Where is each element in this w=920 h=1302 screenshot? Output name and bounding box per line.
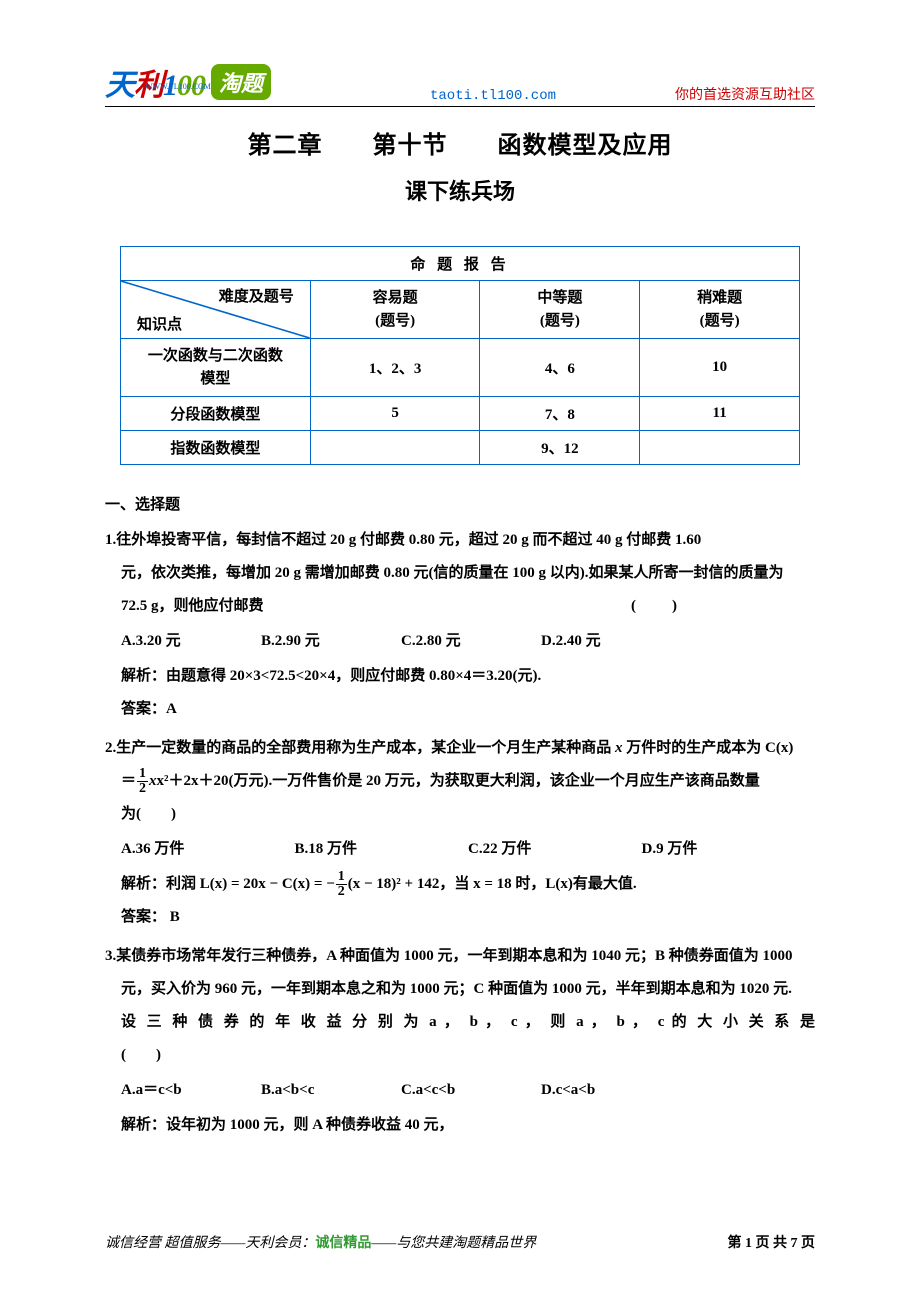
q2-analysis: 解析：利润 L(x) = 20x − C(x) = −12(x − 18)² +… [105,868,815,901]
table-cell: 9、12 [480,431,640,465]
q2-l2-mid: x²＋2x＋20(万元).一万件售价是 20 万元，为获取更大利润，该企业一个月… [157,773,760,789]
col-h2: (题号) [540,313,580,329]
col-h1: 容易题 [373,290,418,306]
q2-jiexi-pre: 解析：利润 L(x) = 20x − C(x) = − [121,876,335,892]
q1-line1: 1.往外埠投寄平信，每封信不超过 20 g 付邮费 0.80 元，超过 20 g… [105,524,815,557]
table-caption: 命 题 报 告 [121,247,800,281]
section-heading: 一、选择题 [105,493,815,514]
logo-badge: 淘题 [211,64,271,100]
q2-l1-pre: 2.生产一定数量的商品的全部费用称为生产成本，某企业一个月生产某种商品 [105,740,615,756]
table-cell: 5 [310,397,480,431]
logo-char: 天 [105,69,134,102]
col-header: 稍难题 (题号) [640,281,800,339]
question-1: 1.往外埠投寄平信，每封信不超过 20 g 付邮费 0.80 元，超过 20 g… [105,524,815,726]
q1-line2: 元，依次类推，每增加 20 g 需增加邮费 0.80 元(信的质量在 100 g… [105,557,815,590]
row-label: 指数函数模型 [121,431,311,465]
page-header: 天利100 WWW.TL100.COM 淘题 taoti.tl100.com 你… [105,60,815,104]
frac-num: 1 [336,870,347,885]
q1-opt-c: C.2.80 元 [401,625,541,658]
q1-opt-d: D.2.40 元 [541,625,681,658]
q1-analysis: 解析：由题意得 20×3<72.5<20×4，则应付邮费 0.80×4＝3.20… [105,660,815,693]
q2-opt-b: B.18 万件 [295,833,469,866]
q2-opt-d: D.9 万件 [642,833,816,866]
table-cell: 10 [640,339,800,397]
q1-opt-a: A.3.20 元 [121,625,261,658]
col-h1: 稍难题 [697,290,742,306]
footer-left-pre: 诚信经营 超值服务——天利会员： [105,1236,315,1251]
frac-den: 2 [336,885,347,899]
frac-half-icon: 12 [336,870,347,899]
table-cell: 11 [640,397,800,431]
q2-l1-post: 万件时的生产成本为 C(x) [623,740,794,756]
diag-top-label: 难度及题号 [219,285,294,306]
table-cell: 1、2、3 [310,339,480,397]
table-cell: 4、6 [480,339,640,397]
diag-bot-label: 知识点 [137,313,182,334]
frac-den: 2 [137,782,148,796]
report-table: 命 题 报 告 难度及题号 知识点 容易题 (题号) 中等题 (题号) 稍难题 … [120,246,800,465]
sub-title: 课下练兵场 [105,174,815,206]
logo-url-small: WWW.TL100.COM [145,82,211,91]
footer-green: 诚信精品 [315,1236,371,1251]
q3-opt-c: C.a<c<b [401,1074,541,1107]
q1-line3: 72.5 g，则他应付邮费 ( ) [105,590,815,623]
q3-line2: 元，买入价为 960 元，一年到期本息之和为 1000 元；C 种面值为 100… [105,973,815,1006]
q3-options: A.a＝c<b B.a<b<c C.a<c<b D.c<a<b [105,1074,815,1107]
q2-options: A.36 万件 B.18 万件 C.22 万件 D.9 万件 [105,833,815,866]
logo-group: 天利100 WWW.TL100.COM 淘题 [105,60,271,104]
q3-line1: 3.某债券市场常年发行三种债券，A 种面值为 1000 元，一年到期本息和为 1… [105,940,815,973]
q2-line3: 为( ) [105,798,815,831]
q2-answer: 答案： B [105,901,815,934]
frac-half-icon: 12 [137,767,148,796]
col-header: 容易题 (题号) [310,281,480,339]
q3-line4: ( ) [105,1039,815,1072]
q2-line1: 2.生产一定数量的商品的全部费用称为生产成本，某企业一个月生产某种商品 x 万件… [105,732,815,765]
question-2: 2.生产一定数量的商品的全部费用称为生产成本，某企业一个月生产某种商品 x 万件… [105,732,815,934]
q1-opt-b: B.2.90 元 [261,625,401,658]
col-h1: 中等题 [537,290,582,306]
row-label: 一次函数与二次函数模型 [121,339,311,397]
q2-line2: ＝12xx²＋2x＋20(万元).一万件售价是 20 万元，为获取更大利润，该企… [105,765,815,798]
q2-opt-c: C.22 万件 [468,833,642,866]
q2-l2-pre: ＝ [121,773,136,789]
q2-opt-a: A.36 万件 [121,833,295,866]
page-footer: 诚信经营 超值服务——天利会员：诚信精品——与您共建淘题精品世界 第 1 页 共… [105,1232,815,1252]
q2-jiexi-post: (x − 18)² + 142，当 x = 18 时，L(x)有最大值. [348,876,637,892]
footer-left-post: ——与您共建淘题精品世界 [371,1236,536,1251]
header-right-tag: 你的首选资源互助社区 [675,84,815,104]
q2-var-x: x [615,740,623,756]
table-cell [310,431,480,465]
header-divider [105,106,815,107]
header-center-url: taoti.tl100.com [430,88,556,104]
q3-analysis: 解析：设年初为 1000 元，则 A 种债券收益 40 元， [105,1109,815,1142]
col-h2: (题号) [700,313,740,329]
row-label: 分段函数模型 [121,397,311,431]
q3-line3: 设 三 种 债 券 的 年 收 益 分 别 为 a ， b ， c ， 则 a … [105,1006,815,1039]
table-diag-cell: 难度及题号 知识点 [121,281,311,339]
table-cell [640,431,800,465]
q3-opt-b: B.a<b<c [261,1074,401,1107]
col-header: 中等题 (题号) [480,281,640,339]
q1-l3-pre: 72.5 g，则他应付邮费 [121,598,264,614]
table-cell: 7、8 [480,397,640,431]
question-3: 3.某债券市场常年发行三种债券，A 种面值为 1000 元，一年到期本息和为 1… [105,940,815,1142]
q1-options: A.3.20 元 B.2.90 元 C.2.80 元 D.2.40 元 [105,625,815,658]
footer-page-number: 第 1 页 共 7 页 [728,1232,816,1252]
q3-opt-a: A.a＝c<b [121,1074,261,1107]
col-h2: (题号) [375,313,415,329]
q3-opt-d: D.c<a<b [541,1074,681,1107]
frac-num: 1 [137,767,148,782]
q1-paren: ( ) [631,590,679,623]
q1-answer: 答案：A [105,693,815,726]
q1-l1-text: 1.往外埠投寄平信，每封信不超过 20 g 付邮费 0.80 元，超过 20 g… [105,532,701,548]
chapter-title: 第二章 第十节 函数模型及应用 [105,125,815,160]
